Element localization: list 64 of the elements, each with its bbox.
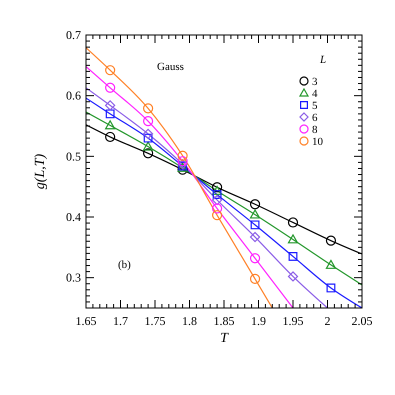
y-tick-label: 0.4 [66,210,81,224]
x-tick-label: 2.05 [352,314,372,328]
point [250,220,260,230]
point [178,164,188,175]
point [143,148,154,158]
legend-label: 6 [312,112,318,124]
point [143,142,154,151]
y-tick-label: 0.7 [66,28,81,42]
x-axis-title: T [220,331,230,346]
point [250,199,260,210]
point [105,82,116,93]
x-tick-label: 1.75 [144,314,166,328]
legend-label: 4 [312,88,318,100]
x-tick-label: 1.8 [182,314,197,328]
point [143,116,154,126]
point [250,232,260,242]
annotation: Gauss [157,61,184,73]
legend-label: 10 [312,136,324,148]
point [326,284,336,292]
legend-label: 8 [312,124,318,136]
line-series [86,87,328,308]
x-tick-label: 1.7 [113,314,128,328]
point [212,190,222,199]
line-series [86,97,362,308]
point [212,186,222,195]
point [144,134,153,143]
point [105,120,116,130]
point [250,274,260,284]
x-tick-label: 1.95 [282,314,304,328]
point [288,217,298,228]
y-axis-title: g(L,T) [33,153,48,190]
x-tick-label: 1.9 [251,314,266,328]
point [178,159,188,170]
point [143,103,154,114]
point [143,128,154,139]
y-tick-label: 0.6 [66,88,81,103]
point [250,253,260,264]
point [212,210,222,220]
point [288,234,298,244]
point [105,100,116,110]
point [106,109,115,118]
point [326,236,336,246]
legend-label: 3 [312,76,318,88]
point [250,209,260,219]
legend-title: L [319,54,326,66]
x-tick-label: 2 [324,314,330,328]
point [178,150,188,161]
y-tick-label: 0.5 [66,149,81,164]
legend-label: 5 [312,100,318,112]
point [212,194,222,206]
x-tick-label: 1.65 [76,314,96,328]
annotation: (b) [118,259,132,271]
point [288,252,298,261]
x-tick-label: 1.85 [214,314,234,328]
point [326,260,336,269]
point [212,203,222,214]
point [105,65,116,76]
point [288,271,298,282]
line-series [86,111,362,286]
point [105,132,116,142]
point [212,182,222,192]
y-tick-label: 0.3 [66,270,81,285]
point [178,156,188,166]
line-series [86,47,273,308]
